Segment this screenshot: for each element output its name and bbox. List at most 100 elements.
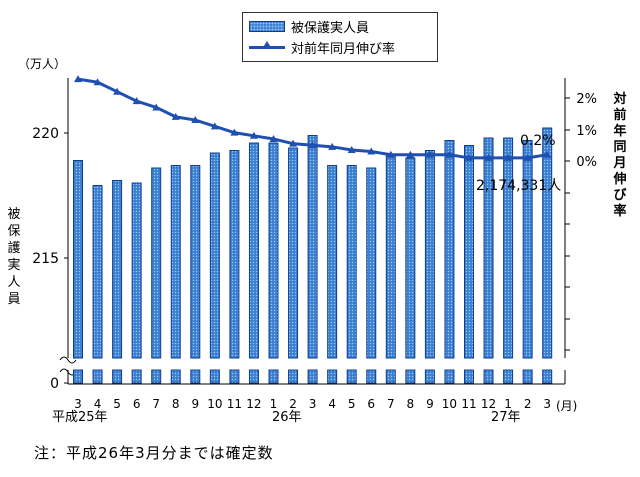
bar <box>424 150 435 359</box>
bar <box>385 155 396 359</box>
last-value-label: 2,174,331人 <box>476 178 561 194</box>
bar-base <box>503 369 514 384</box>
bar <box>444 140 455 359</box>
right-axis-title-char: 月 <box>612 156 626 171</box>
last-rate-label: 0.2% <box>520 133 556 149</box>
x-tick-label: 11 <box>227 397 242 411</box>
x-tick-label: 1 <box>270 397 278 411</box>
rate-point <box>113 87 122 95</box>
line-series <box>74 75 552 161</box>
rate-point <box>171 112 180 120</box>
rate-point <box>484 153 493 161</box>
legend-bar-label: 被保護実人員 <box>291 20 370 36</box>
rate-point <box>504 153 513 161</box>
rate-point <box>152 103 161 111</box>
right-axis-title-char: 前 <box>613 107 626 123</box>
bar <box>151 167 162 359</box>
right-axis-title-char: 対 <box>612 91 626 107</box>
x-tick-label: 10 <box>442 397 457 411</box>
right-tick-label: 1% <box>576 124 597 139</box>
x-tick-label: 7 <box>387 397 395 411</box>
right-tick-label: 2% <box>576 92 597 107</box>
bar <box>346 165 357 359</box>
x-tick-label: 5 <box>348 397 356 411</box>
x-tick-label: 2 <box>524 397 532 411</box>
bar <box>405 157 416 359</box>
bar-base <box>131 369 142 384</box>
right-axis-title-char: 同 <box>613 140 626 155</box>
left-axis-unit: （万人） <box>18 57 66 71</box>
x-tick-label: 8 <box>407 397 415 411</box>
bar-base <box>327 369 338 384</box>
left-axis-title-char: 員 <box>7 292 20 307</box>
x-tick-label: 2 <box>289 397 297 411</box>
rate-point <box>386 150 395 158</box>
bar-base <box>288 369 299 384</box>
bar-base <box>483 369 494 384</box>
left-tick-label: 0 <box>50 376 59 392</box>
rate-point <box>347 145 356 153</box>
right-axis-title-char: 年 <box>613 123 626 139</box>
month-suffix-label: (月) <box>556 399 577 413</box>
bar-base <box>170 369 181 384</box>
bar-base <box>385 369 396 384</box>
bar-base <box>366 369 377 384</box>
bar-stub-series <box>73 369 553 384</box>
x-tick-label: 10 <box>207 397 222 411</box>
rate-point <box>249 131 258 139</box>
bar <box>190 165 201 359</box>
left-axis-title: 被 保 護 実 人 員 <box>7 207 20 307</box>
bar <box>131 182 142 359</box>
rate-point <box>425 150 434 158</box>
bar-base <box>542 369 553 384</box>
bar-base <box>190 369 201 384</box>
left-axis-title-char: 実 <box>7 257 20 273</box>
bar <box>522 140 533 359</box>
rate-point <box>191 116 200 124</box>
rate-point <box>465 153 473 161</box>
bar <box>209 152 220 359</box>
x-tick-label: 3 <box>74 397 82 411</box>
x-tick-labels: 3 4 5 6 7 8 9 10 11 12 1 2 3 4 5 6 7 8 9 10 11 12 1 2 3 <box>74 397 551 411</box>
bar <box>112 180 123 359</box>
x-tick-label: 4 <box>94 397 102 411</box>
right-axis-title-char: 伸 <box>612 171 626 187</box>
rate-point <box>523 153 532 161</box>
x-tick-label: 11 <box>461 397 476 411</box>
bar-base <box>248 369 259 384</box>
x-tick-label: 1 <box>504 397 512 411</box>
x-tick-label: 12 <box>246 397 261 411</box>
left-tick-label: 220 <box>32 126 59 142</box>
rate-point <box>74 75 82 83</box>
bar <box>307 135 318 359</box>
bar-base <box>151 369 162 384</box>
rate-point <box>230 128 239 136</box>
bar-base <box>464 369 474 384</box>
rate-point <box>93 78 102 86</box>
bar-base <box>522 369 533 384</box>
x-tick-label: 4 <box>328 397 336 411</box>
right-tick-label: 0% <box>576 155 597 170</box>
bar-base <box>112 369 123 384</box>
bar-base <box>444 369 455 384</box>
left-tick-label: 215 <box>32 251 59 267</box>
bar <box>248 142 259 359</box>
rate-point <box>289 139 298 147</box>
legend-line-label: 対前年同月伸び率 <box>291 41 396 57</box>
era-label: 26年 <box>272 410 302 425</box>
rate-point <box>328 142 337 150</box>
rate-point <box>210 122 219 130</box>
x-tick-label: 9 <box>426 397 434 411</box>
rate-point <box>406 150 415 158</box>
bar <box>170 165 181 359</box>
triangle-marker-icon <box>262 41 272 49</box>
x-tick-label: 7 <box>152 397 160 411</box>
bar <box>464 145 474 359</box>
era-label: 平成25年 <box>52 410 108 425</box>
bar-series <box>73 127 553 359</box>
bar-base <box>73 369 83 384</box>
x-tick-label: 9 <box>191 397 199 411</box>
x-tick-label: 3 <box>309 397 317 411</box>
left-axis-title-char: 保 <box>7 224 20 239</box>
